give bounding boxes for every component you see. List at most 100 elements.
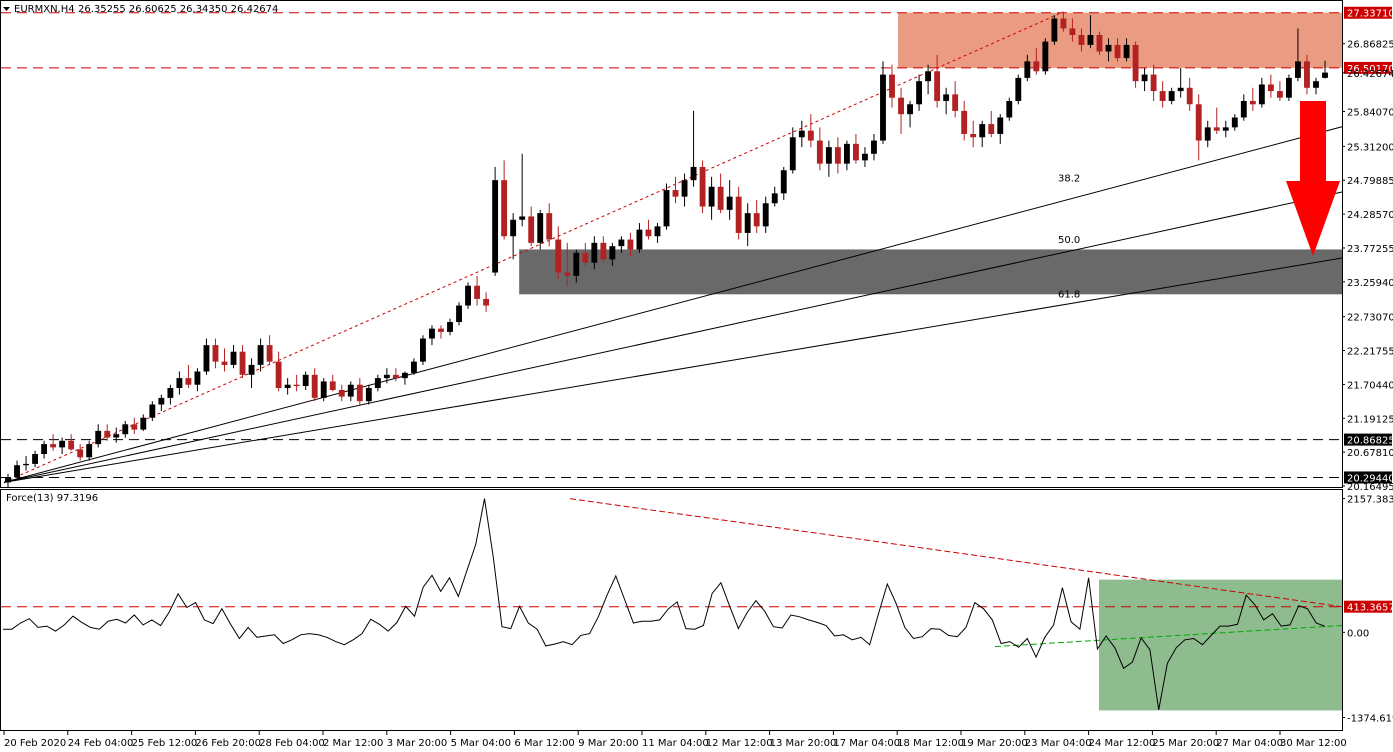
candle-body bbox=[1304, 61, 1310, 88]
candle-body bbox=[880, 74, 886, 141]
fib-fan-line-50-0 bbox=[3, 191, 1343, 483]
price-panel-frame bbox=[0, 0, 1343, 488]
force-green-trendline bbox=[994, 624, 1343, 648]
candle-body bbox=[194, 371, 201, 385]
candle-body bbox=[681, 180, 688, 197]
candle-body bbox=[465, 285, 471, 306]
y-tick-label: 25.84070 bbox=[1347, 107, 1393, 118]
y-tick-label: 20.67810 bbox=[1347, 448, 1393, 459]
force-tag-box bbox=[1344, 600, 1392, 613]
candle-body bbox=[1313, 81, 1319, 88]
candle-body bbox=[528, 216, 535, 243]
y-tick-label: 23.25940 bbox=[1347, 278, 1393, 289]
y-tick-label: 21.70440 bbox=[1347, 380, 1393, 391]
candle-body bbox=[780, 170, 787, 194]
fib-fan-label: 61.8 bbox=[1058, 290, 1080, 301]
candle-body bbox=[843, 143, 850, 164]
candle-body bbox=[104, 430, 111, 438]
candle-body bbox=[1322, 72, 1328, 78]
price-tag-box bbox=[1344, 471, 1392, 484]
x-tick-label: 23 Mar 04:00 bbox=[1025, 738, 1092, 749]
candle-body bbox=[1177, 87, 1184, 92]
y-tick-label: 26.42674 bbox=[1347, 69, 1393, 80]
x-tick-label: 2 Mar 12:00 bbox=[323, 738, 383, 749]
candle-body bbox=[32, 453, 38, 464]
candle-body bbox=[95, 430, 102, 445]
candle-body bbox=[492, 180, 499, 273]
candle-body bbox=[501, 180, 508, 237]
candle-body bbox=[1258, 84, 1265, 105]
candle-body bbox=[582, 252, 589, 263]
y-tick-label: 23.77255 bbox=[1347, 244, 1393, 255]
candle-body bbox=[257, 345, 264, 365]
x-tick-label: 5 Mar 04:00 bbox=[451, 738, 511, 749]
candle-body bbox=[834, 147, 841, 164]
candle-body bbox=[988, 124, 995, 134]
candle-body bbox=[636, 229, 643, 250]
candle-body bbox=[943, 94, 950, 101]
candle-body bbox=[798, 130, 805, 138]
candle-body bbox=[1060, 18, 1067, 29]
candle-body bbox=[898, 97, 904, 115]
x-tick-label: 24 Mar 12:00 bbox=[1089, 738, 1156, 749]
candle-body bbox=[1033, 61, 1040, 72]
candle-body bbox=[672, 190, 679, 197]
candle-body bbox=[1123, 44, 1130, 59]
candle-body bbox=[753, 213, 760, 227]
candle-body bbox=[50, 444, 57, 448]
y-tick-label: 22.73070 bbox=[1347, 313, 1393, 324]
candle-body bbox=[248, 364, 255, 375]
candle-body bbox=[374, 378, 381, 389]
candle-body bbox=[23, 463, 29, 466]
x-tick-label: 18 Mar 12:00 bbox=[897, 738, 964, 749]
candle-body bbox=[573, 252, 580, 276]
force-y-tick-label: 0.00 bbox=[1347, 628, 1369, 639]
candle-body bbox=[185, 378, 192, 385]
candle-body bbox=[383, 374, 390, 379]
candle-body bbox=[1295, 61, 1301, 78]
y-tick-label: 24.28570 bbox=[1347, 210, 1393, 221]
x-tick-label: 17 Mar 04:00 bbox=[833, 738, 900, 749]
candle-body bbox=[708, 186, 715, 207]
candle-body bbox=[176, 378, 183, 389]
candle-body bbox=[429, 328, 435, 339]
candle-body bbox=[5, 477, 11, 483]
candle-body bbox=[1078, 34, 1085, 45]
candle-body bbox=[925, 71, 932, 82]
chart-header-ohlc: 26.35255 26.60625 26.34350 26.42674 bbox=[78, 4, 278, 15]
candle-body bbox=[1168, 91, 1175, 101]
fib-fan-label: 38.2 bbox=[1058, 173, 1080, 184]
candle-body bbox=[113, 434, 120, 438]
candle-body bbox=[167, 388, 174, 398]
x-tick-label: 25 Mar 20:00 bbox=[1152, 738, 1219, 749]
fib-fan-line-38-2 bbox=[3, 126, 1343, 483]
candle-body bbox=[401, 372, 408, 379]
candle-body bbox=[519, 216, 526, 220]
candle-body bbox=[510, 219, 517, 237]
bearish-arrow bbox=[1286, 100, 1340, 257]
candle-body bbox=[365, 388, 372, 402]
candle-body bbox=[68, 440, 75, 450]
x-tick-label: 9 Mar 20:00 bbox=[578, 738, 638, 749]
candle-body bbox=[284, 384, 291, 389]
candle-body bbox=[762, 203, 769, 227]
candle-body bbox=[1051, 18, 1058, 42]
candle-body bbox=[212, 345, 219, 362]
candle-body bbox=[239, 351, 246, 375]
candle-body bbox=[546, 213, 553, 240]
dropdown-triangle-icon[interactable] bbox=[3, 7, 10, 11]
candle-body bbox=[699, 166, 706, 207]
candle-body bbox=[447, 322, 453, 332]
candle-body bbox=[293, 384, 300, 387]
candle-body bbox=[140, 417, 147, 430]
candle-body bbox=[230, 351, 237, 365]
candle-body bbox=[1087, 34, 1094, 45]
x-tick-label: 19 Mar 20:00 bbox=[961, 738, 1028, 749]
candle-body bbox=[1285, 77, 1292, 98]
candle-body bbox=[329, 381, 336, 390]
candle-body bbox=[807, 130, 814, 141]
price-tag-box bbox=[1344, 433, 1392, 446]
force-header-label: Force(13) 97.3196 bbox=[6, 493, 98, 504]
force-panel-frame bbox=[0, 489, 1343, 731]
